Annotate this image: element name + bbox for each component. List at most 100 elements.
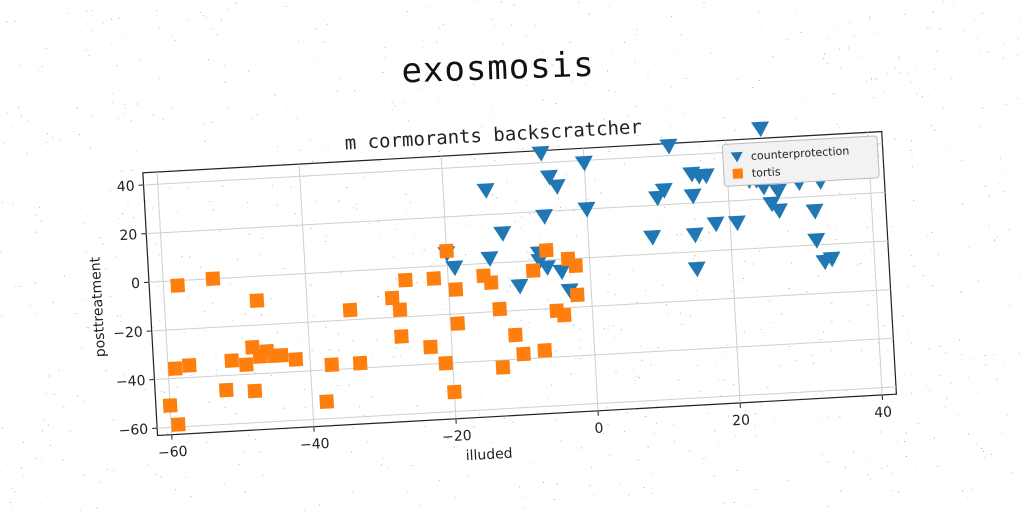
noise-dot	[945, 352, 947, 354]
noise-dot	[589, 201, 591, 203]
noise-dot	[359, 406, 361, 408]
noise-dot	[393, 356, 395, 358]
noise-dot	[767, 386, 769, 388]
noise-dot	[655, 64, 657, 66]
noise-dot	[611, 51, 613, 53]
noise-dot	[788, 287, 790, 289]
noise-dot	[928, 348, 930, 350]
noise-dot	[209, 201, 211, 202]
noise-dot	[539, 234, 541, 236]
noise-dot	[47, 424, 49, 426]
noise-dot	[945, 146, 947, 147]
noise-dot	[717, 145, 719, 147]
data-point-counterprotection	[574, 155, 593, 172]
noise-dot	[158, 254, 160, 256]
noise-dot	[510, 286, 512, 288]
noise-dot	[340, 272, 342, 274]
noise-dot	[382, 72, 384, 73]
noise-dot	[543, 482, 545, 483]
data-point-tortis	[170, 278, 186, 293]
noise-dot	[39, 143, 41, 145]
noise-dot	[516, 278, 518, 280]
noise-dot	[251, 335, 253, 337]
noise-dot	[319, 504, 321, 506]
noise-dot	[913, 265, 915, 267]
noise-dot	[503, 43, 505, 45]
noise-dot	[52, 301, 54, 303]
data-point-tortis	[342, 302, 358, 318]
noise-dot	[315, 221, 316, 223]
noise-dot	[793, 295, 795, 297]
noise-dot	[261, 314, 263, 316]
noise-dot	[298, 40, 300, 42]
noise-dot	[733, 502, 735, 503]
noise-dot	[215, 373, 217, 375]
data-point-counterprotection	[531, 145, 550, 162]
data-point-tortis	[205, 271, 221, 287]
noise-dot	[661, 136, 663, 138]
noise-dot	[184, 332, 186, 334]
noise-dot	[834, 25, 836, 27]
noise-dot	[653, 432, 655, 434]
data-point-tortis	[448, 282, 464, 297]
noise-dot	[983, 457, 985, 459]
noise-dot	[905, 456, 907, 457]
noise-dot	[507, 454, 509, 456]
noise-dot	[394, 228, 396, 230]
noise-dot	[203, 15, 204, 17]
noise-dot	[607, 423, 609, 425]
data-point-tortis	[352, 355, 368, 371]
noise-dot	[595, 121, 597, 123]
noise-dot	[626, 412, 628, 414]
noise-dot	[573, 210, 575, 212]
noise-dot	[930, 28, 932, 30]
data-point-counterprotection	[476, 183, 495, 199]
noise-dot	[382, 457, 384, 459]
noise-dot	[283, 268, 285, 269]
noise-dot	[621, 329, 622, 331]
x-tick-label: −60	[158, 444, 188, 462]
noise-dot	[138, 59, 140, 61]
noise-dot	[23, 441, 25, 443]
noise-dot	[811, 354, 813, 356]
noise-dot	[130, 120, 132, 122]
noise-dot	[628, 115, 629, 117]
noise-dot	[952, 2, 954, 3]
noise-dot	[63, 275, 65, 277]
noise-dot	[982, 107, 983, 109]
noise-dot	[337, 385, 339, 387]
noise-dot	[85, 298, 87, 300]
data-point-counterprotection	[751, 121, 770, 138]
noise-dot	[570, 275, 572, 277]
data-point-tortis	[495, 359, 511, 375]
data-point-tortis	[483, 275, 499, 291]
legend-marker-counterprotection	[730, 151, 743, 163]
data-point-tortis	[450, 316, 466, 331]
noise-dot	[572, 72, 574, 74]
noise-dot	[6, 21, 8, 23]
noise-dot	[364, 415, 365, 417]
noise-dot	[898, 59, 900, 61]
noise-dot	[570, 373, 572, 375]
noise-dot	[458, 161, 459, 163]
noise-dot	[890, 473, 892, 475]
noise-dot	[311, 349, 313, 351]
noise-dot	[1006, 415, 1008, 417]
data-point-counterprotection	[687, 261, 706, 278]
noise-dot	[634, 34, 636, 36]
noise-dot	[188, 441, 190, 443]
noise-dot	[744, 260, 746, 262]
noise-dot	[820, 338, 822, 340]
noise-dot	[831, 349, 833, 351]
noise-dot	[86, 10, 88, 12]
noise-dot	[669, 395, 671, 397]
noise-dot	[637, 135, 639, 137]
noise-dot	[713, 215, 715, 217]
noise-dot	[988, 225, 990, 227]
noise-dot	[678, 379, 680, 381]
noise-dot	[960, 291, 962, 292]
noise-dot	[994, 239, 996, 241]
noise-dot	[988, 195, 990, 197]
noise-dot	[211, 326, 213, 328]
noise-dot	[533, 462, 535, 464]
